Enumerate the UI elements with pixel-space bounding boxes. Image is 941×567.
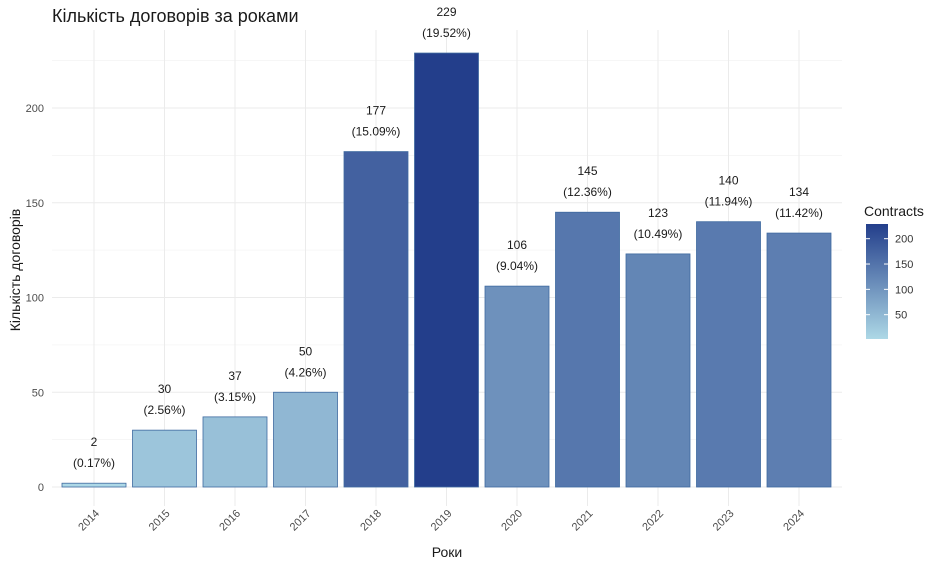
data-labels: 2 (0.17%) 30 (2.56%) 37 (3.15%) 50 (4.26%) 177 (1… — [73, 5, 823, 470]
bar-2016 — [202, 416, 268, 488]
chart-title: Кількість договорів за роками — [52, 6, 299, 26]
y-tick-label: 200 — [26, 103, 44, 115]
legend-tick-label: 50 — [895, 310, 907, 322]
x-tick-label: 2017 — [288, 508, 314, 534]
x-tick-label: 2019 — [429, 508, 455, 534]
legend-tick-label: 200 — [895, 234, 913, 246]
x-tick-label: 2018 — [358, 508, 384, 534]
y-axis-title: Кількість договорів — [7, 209, 23, 332]
data-label-2020: 106 (9.04%) — [496, 238, 538, 273]
data-label-2021: 145 (12.36%) — [563, 164, 612, 199]
x-tick-label: 2020 — [499, 508, 525, 534]
legend-tick-label: 150 — [895, 259, 913, 271]
x-tick-label: 2015 — [147, 508, 173, 534]
bar-2015 — [132, 429, 197, 488]
bar-2023 — [696, 221, 761, 488]
data-label-2014: 2 (0.17%) — [73, 435, 115, 470]
legend-tick-label: 100 — [895, 284, 913, 296]
bars — [61, 52, 832, 488]
legend-color-bar — [866, 224, 888, 339]
data-label-2016: 37 (3.15%) — [214, 369, 256, 404]
bar-2022 — [625, 253, 691, 488]
x-tick-label: 2014 — [76, 508, 102, 534]
bar-2021 — [555, 211, 620, 488]
x-tick-label: 2024 — [781, 508, 807, 534]
data-label-2015: 30 (2.56%) — [143, 382, 185, 417]
data-label-2022: 123 (10.49%) — [634, 206, 683, 241]
bar-2024 — [766, 232, 832, 488]
y-tick-label: 100 — [26, 293, 44, 305]
x-tick-label: 2023 — [711, 508, 737, 534]
data-label-2017: 50 (4.26%) — [284, 344, 326, 379]
y-tick-label: 50 — [32, 387, 44, 399]
y-axis-ticks: 0 50 100 150 200 — [26, 103, 44, 494]
bar-2019 — [414, 52, 479, 488]
bar-2018 — [343, 151, 409, 488]
x-tick-label: 2022 — [640, 508, 666, 534]
color-legend: Contracts 50 100 150 200 — [864, 203, 924, 339]
data-label-2024: 134 (11.42%) — [775, 185, 823, 220]
x-tick-label: 2016 — [217, 508, 243, 534]
x-tick-label: 2021 — [570, 508, 596, 534]
data-label-2018: 177 (15.09%) — [352, 104, 401, 139]
y-tick-label: 150 — [26, 198, 44, 210]
y-tick-label: 0 — [38, 482, 44, 494]
legend-ticks: 50 100 150 200 — [866, 234, 913, 322]
x-axis-ticks: 2014 2015 2016 2017 2018 2019 2020 2021 2022 2023… — [76, 508, 807, 534]
bar-2017 — [273, 391, 338, 488]
data-label-2023: 140 (11.94%) — [705, 174, 753, 209]
legend-title: Contracts — [864, 203, 924, 219]
data-label-2019: 229 (19.52%) — [422, 5, 471, 40]
x-axis-title: Роки — [432, 544, 462, 560]
bar-2014 — [61, 482, 127, 488]
bar-2020 — [484, 285, 550, 488]
